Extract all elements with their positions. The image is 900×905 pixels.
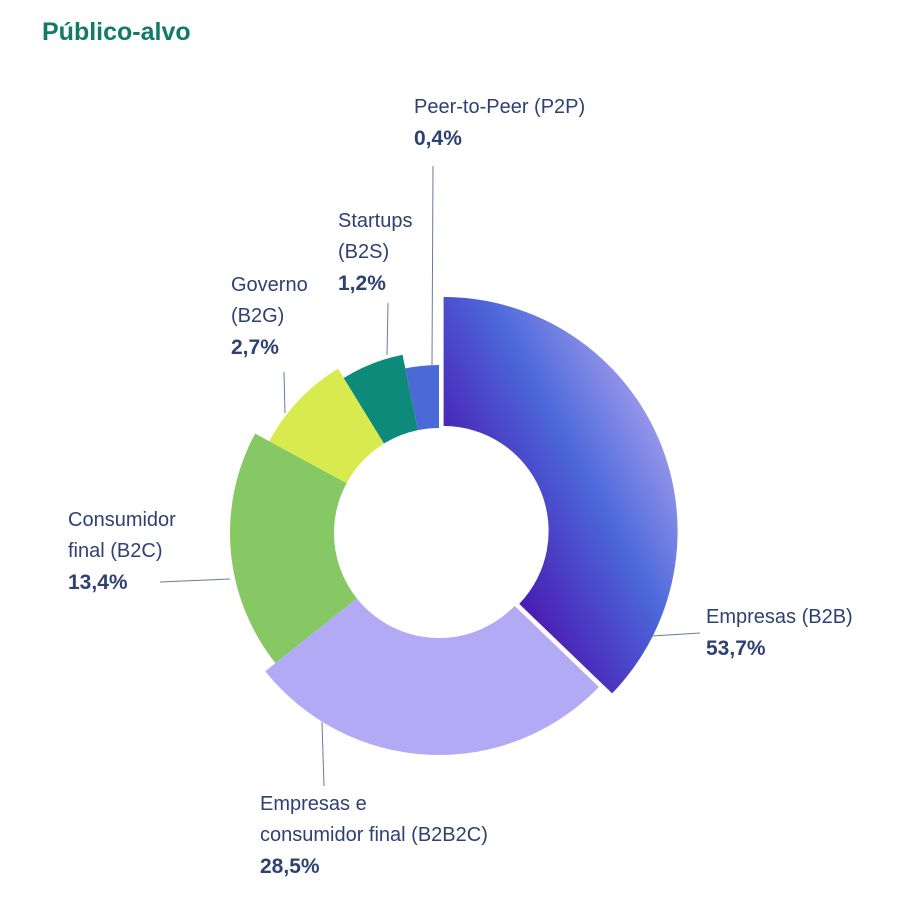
label-b2s: Startups (B2S) 1,2% [338, 206, 412, 299]
label-name-2: (B2S) [338, 241, 390, 263]
label-value: 28,5% [260, 855, 320, 878]
label-name: Consumidor [68, 509, 176, 531]
label-b2g: Governo (B2G) 2,7% [231, 270, 308, 363]
label-value: 1,2% [338, 272, 386, 295]
leader-line-b2s [386, 302, 389, 356]
label-b2b: Empresas (B2B) 53,7% [706, 602, 853, 664]
label-name-2: (B2G) [231, 305, 285, 327]
label-b2b2c: Empresas e consumidor final (B2B2C) 28,5… [260, 789, 488, 882]
label-value: 0,4% [414, 127, 462, 150]
label-name: Startups [338, 210, 413, 232]
leader-line-p2p [431, 165, 434, 366]
slice-governo-b2g [269, 368, 385, 484]
label-b2c: Consumidor final (B2C) 13,4% [68, 505, 176, 598]
label-p2p: Peer-to-Peer (P2P) 0,4% [414, 92, 585, 154]
label-name: Peer-to-Peer (P2P) [414, 96, 586, 118]
leader-line-b2c [159, 578, 231, 583]
slice-empresas-b2b [443, 297, 678, 694]
label-name: Empresas (B2B) [706, 606, 853, 628]
label-value: 53,7% [706, 637, 766, 660]
chart-title: Público-alvo [42, 18, 191, 46]
slice-startups-b2s [343, 354, 418, 444]
label-name: Empresas e [260, 793, 367, 815]
leader-line-b2b2c [321, 721, 325, 787]
leader-line-b2b [651, 632, 701, 637]
label-name-2: consumidor final (B2B2C) [260, 824, 488, 846]
leader-line-b2g [283, 371, 286, 414]
label-name-2: final (B2C) [68, 540, 163, 562]
label-value: 13,4% [68, 571, 128, 594]
label-name: Governo [231, 274, 308, 296]
slice-peer-to-peer-p2p [405, 365, 439, 431]
label-value: 2,7% [231, 336, 279, 359]
slice-consumidor-final-b2c [229, 433, 357, 664]
slice-empresas-e-consumidor-final-b2b2c [265, 598, 599, 755]
